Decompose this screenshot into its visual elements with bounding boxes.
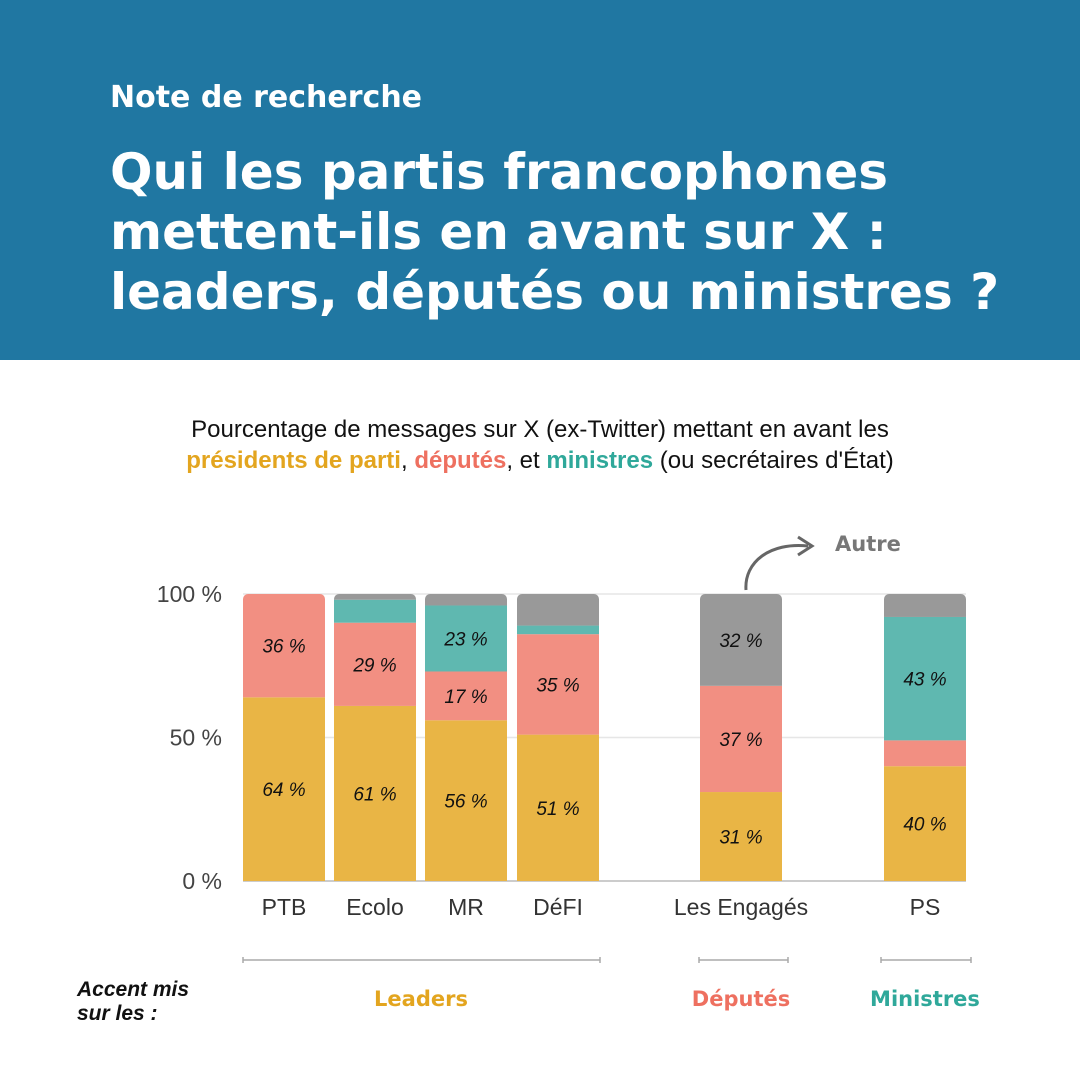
bar-DéFI [517, 594, 599, 881]
bar-PTB [243, 594, 325, 881]
group-ministres: Ministres [870, 987, 980, 1011]
data-label: 56 % [444, 792, 487, 813]
bar-MR [425, 594, 507, 881]
y-tick-label: 100 % [157, 581, 222, 607]
group-leaders: Leaders [374, 987, 468, 1011]
x-tick-label: DéFI [533, 894, 583, 920]
bar-segment [884, 766, 966, 881]
legend-presidents: présidents de parti [186, 447, 401, 474]
group-bracket [242, 957, 601, 963]
sep: , [400, 447, 415, 474]
bar-segment [700, 685, 782, 793]
bar-Les Engagés [700, 594, 782, 881]
data-label: 36 % [262, 637, 305, 658]
data-label: 37 % [719, 730, 762, 751]
chart-subtitle: Pourcentage de messages sur X (ex-Twitte… [0, 414, 1080, 476]
x-tick-label: PS [910, 894, 941, 920]
subtitle-tail: (ou secrétaires d'État) [653, 447, 894, 474]
bar-segment [517, 634, 599, 735]
x-tick-label: Ecolo [346, 894, 404, 920]
bar-segment [517, 734, 599, 881]
data-label: 51 % [536, 799, 579, 820]
bar-PS [884, 594, 966, 881]
data-label: 43 % [903, 670, 946, 691]
bar-segment [884, 594, 966, 617]
annotation-arrow [744, 544, 809, 591]
page-title: Qui les partis francophones mettent-ils … [110, 143, 1000, 321]
subtitle-line1: Pourcentage de messages sur X (ex-Twitte… [191, 416, 889, 443]
data-label: 35 % [536, 675, 579, 696]
bar-segment [334, 705, 416, 881]
data-label: 29 % [352, 655, 396, 676]
y-tick-label: 50 % [170, 725, 222, 751]
bar-segment [334, 599, 416, 623]
group-deputes: Députés [691, 987, 791, 1011]
data-label: 31 % [719, 828, 762, 849]
header: Note de recherche Qui les partis francop… [0, 0, 1080, 360]
arrow-head-icon [797, 535, 815, 557]
bar-segment [517, 594, 599, 626]
bar-segment [243, 594, 325, 698]
x-tick-label: PTB [262, 894, 307, 920]
x-tick-label: MR [448, 894, 484, 920]
kicker: Note de recherche [110, 80, 423, 115]
data-label: 32 % [719, 631, 762, 652]
data-label: 23 % [443, 629, 487, 650]
bar-segment [700, 594, 782, 686]
bar-segment [425, 594, 507, 606]
bar-segment [425, 671, 507, 721]
bar-segment [884, 616, 966, 741]
y-tick-label: 0 % [182, 868, 222, 894]
bar-segment [334, 594, 416, 600]
legend-ministres: ministres [546, 447, 654, 474]
annotation-autre: Autre [835, 532, 901, 556]
group-bracket [698, 957, 789, 963]
bar-Ecolo [334, 594, 416, 881]
bar-segment [425, 720, 507, 881]
data-label: 64 % [262, 780, 305, 801]
bar-segment [517, 625, 599, 635]
bar-segment [243, 697, 325, 881]
bar-segment [700, 792, 782, 881]
data-label: 17 % [444, 687, 487, 708]
bar-segment [884, 740, 966, 767]
legend-deputes: députés [414, 447, 507, 474]
x-tick-label: Les Engagés [674, 894, 808, 920]
group-bracket [880, 957, 972, 963]
bar-segment [334, 622, 416, 706]
data-label: 40 % [903, 815, 946, 836]
sep: , et [506, 447, 547, 474]
accent-label: Accent mis sur les : [77, 978, 190, 1025]
data-label: 61 % [353, 784, 396, 805]
bar-segment [425, 605, 507, 672]
